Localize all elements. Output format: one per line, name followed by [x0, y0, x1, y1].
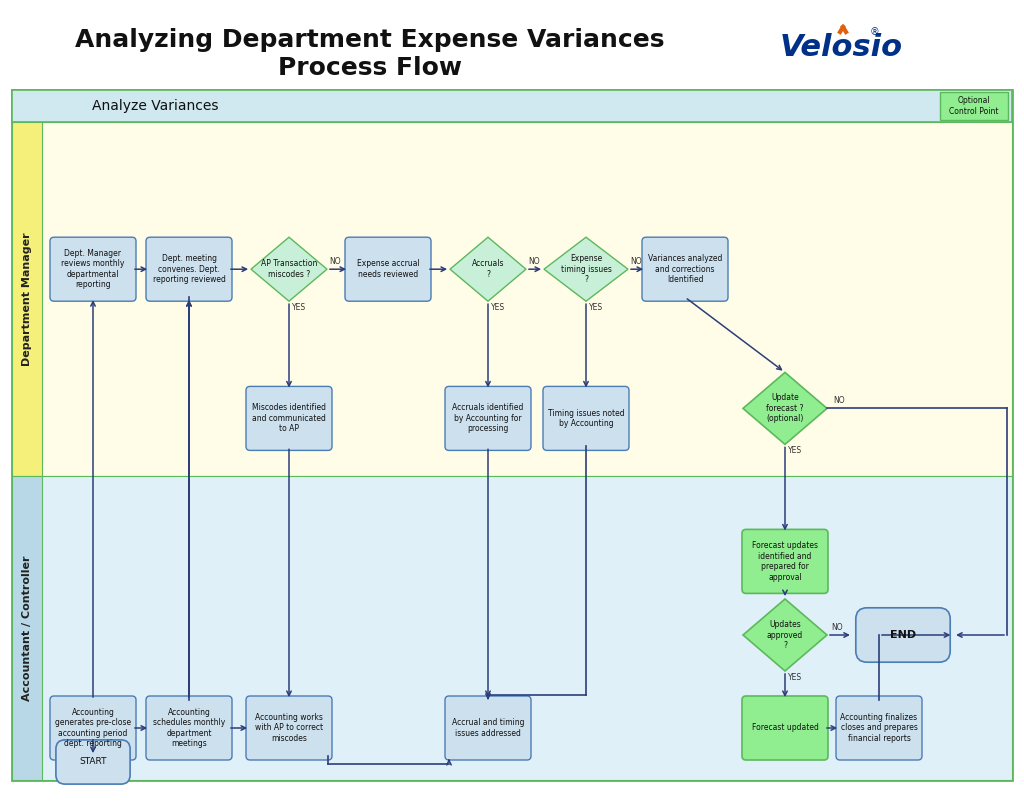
Text: Accounting finalizes
closes and prepares
financial reports: Accounting finalizes closes and prepares…: [841, 713, 918, 743]
Text: Forecast updates
identified and
prepared for
approval: Forecast updates identified and prepared…: [752, 541, 818, 582]
Text: Update
forecast ?
(optional): Update forecast ? (optional): [766, 394, 804, 424]
Text: Accruals identified
by Accounting for
processing: Accruals identified by Accounting for pr…: [453, 403, 523, 433]
Text: NO: NO: [831, 623, 843, 632]
FancyBboxPatch shape: [146, 696, 232, 760]
Text: START: START: [79, 757, 106, 766]
Text: Expense
timing issues
?: Expense timing issues ?: [560, 254, 611, 284]
Text: Accrual and timing
issues addressed: Accrual and timing issues addressed: [452, 718, 524, 738]
Text: Forecast updated: Forecast updated: [752, 723, 818, 732]
Text: NO: NO: [630, 257, 642, 266]
Text: NO: NO: [528, 257, 540, 266]
Text: Accruals
?: Accruals ?: [472, 259, 504, 279]
Bar: [12, 90, 1012, 780]
Text: Updates
approved
?: Updates approved ?: [767, 620, 803, 650]
Text: END: END: [890, 630, 916, 640]
Polygon shape: [251, 237, 327, 301]
Polygon shape: [450, 237, 526, 301]
Polygon shape: [743, 373, 827, 445]
Text: Accounting
generates pre-close
accounting period
dept. reporting: Accounting generates pre-close accountin…: [55, 708, 131, 748]
Text: AP Transaction
miscodes ?: AP Transaction miscodes ?: [261, 259, 317, 279]
FancyBboxPatch shape: [543, 386, 629, 450]
Text: Accountant / Controller: Accountant / Controller: [22, 556, 32, 701]
Text: Analyzing Department Expense Variances: Analyzing Department Expense Variances: [75, 28, 665, 52]
Text: Timing issues noted
by Accounting: Timing issues noted by Accounting: [548, 409, 625, 428]
Text: YES: YES: [292, 303, 306, 312]
Text: Accounting works
with AP to correct
miscodes: Accounting works with AP to correct misc…: [255, 713, 323, 743]
Text: NO: NO: [834, 396, 845, 405]
FancyBboxPatch shape: [836, 696, 922, 760]
Text: Dept. meeting
convenes. Dept.
reporting reviewed: Dept. meeting convenes. Dept. reporting …: [153, 254, 225, 284]
Bar: [12, 122, 1012, 476]
FancyBboxPatch shape: [742, 696, 828, 760]
Bar: [12, 476, 42, 780]
FancyBboxPatch shape: [445, 696, 531, 760]
Text: Velosio: Velosio: [780, 33, 903, 62]
Text: Variances analyzed
and corrections
Identified: Variances analyzed and corrections Ident…: [648, 254, 722, 284]
Text: YES: YES: [787, 446, 802, 455]
Text: YES: YES: [589, 303, 603, 312]
FancyBboxPatch shape: [246, 696, 332, 760]
FancyBboxPatch shape: [642, 237, 728, 301]
Text: Analyze Variances: Analyze Variances: [92, 99, 218, 113]
FancyBboxPatch shape: [742, 530, 828, 594]
Text: YES: YES: [490, 303, 505, 312]
Polygon shape: [544, 237, 628, 301]
Bar: [12, 90, 1012, 122]
Text: Expense accrual
needs reviewed: Expense accrual needs reviewed: [356, 259, 420, 279]
FancyBboxPatch shape: [445, 386, 531, 450]
FancyBboxPatch shape: [345, 237, 431, 301]
Text: Department Manager: Department Manager: [22, 232, 32, 366]
Text: NO: NO: [329, 257, 341, 266]
Bar: [12, 476, 1012, 780]
Text: Dept. Manager
reviews monthly
departmental
reporting: Dept. Manager reviews monthly department…: [61, 249, 125, 289]
FancyBboxPatch shape: [50, 696, 136, 760]
FancyBboxPatch shape: [246, 386, 332, 450]
FancyBboxPatch shape: [56, 740, 130, 784]
Text: Accounting
schedules monthly
department
meetings: Accounting schedules monthly department …: [153, 708, 225, 748]
FancyBboxPatch shape: [856, 608, 950, 663]
Polygon shape: [743, 599, 827, 671]
Text: YES: YES: [787, 672, 802, 681]
Bar: [12, 122, 42, 476]
Text: ®: ®: [870, 27, 880, 37]
Text: Miscodes identified
and communicated
to AP: Miscodes identified and communicated to …: [252, 403, 326, 433]
Bar: [940, 92, 1008, 120]
Text: Process Flow: Process Flow: [278, 56, 462, 80]
FancyBboxPatch shape: [50, 237, 136, 301]
Text: Optional
Control Point: Optional Control Point: [949, 96, 998, 116]
FancyBboxPatch shape: [146, 237, 232, 301]
